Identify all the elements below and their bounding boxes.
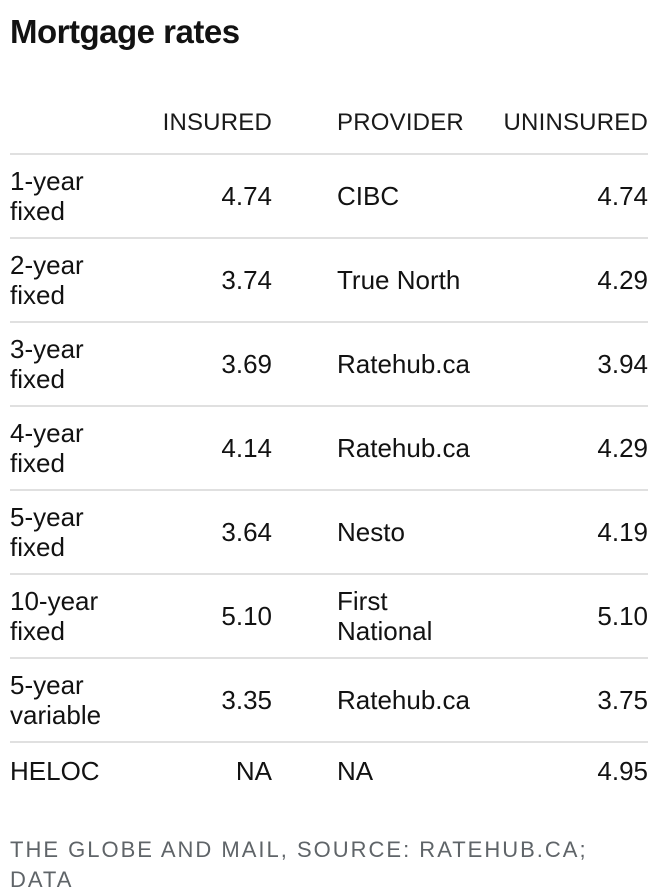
insured-value: 3.35: [221, 685, 272, 715]
uninsured-value: 4.29: [597, 433, 648, 463]
table-row: 3-year fixed 3.69 Ratehub.ca 3.94: [10, 323, 648, 407]
row-label: HELOC: [10, 756, 100, 786]
uninsured-value: 5.10: [597, 601, 648, 631]
insured-value: 3.74: [221, 265, 272, 295]
table-header-row: INSURED PROVIDER UNINSURED: [10, 52, 648, 155]
table-row: 5-year fixed 3.64 Nesto 4.19: [10, 491, 648, 575]
provider-value: First National: [337, 586, 433, 646]
uninsured-value: 3.94: [597, 349, 648, 379]
insured-value: 3.64: [221, 517, 272, 547]
row-label: 4-year fixed: [10, 418, 84, 478]
row-label: 1-year fixed: [10, 166, 84, 226]
provider-value: Nesto: [337, 517, 405, 547]
uninsured-value: 4.29: [597, 265, 648, 295]
row-label: 2-year fixed: [10, 250, 84, 310]
row-label: 5-year variable: [10, 670, 102, 730]
provider-value: CIBC: [337, 181, 400, 211]
provider-value: Ratehub.ca: [337, 685, 470, 715]
table-row: 4-year fixed 4.14 Ratehub.ca 4.29: [10, 407, 648, 491]
insured-value: 5.10: [221, 601, 272, 631]
uninsured-value: 3.75: [597, 685, 648, 715]
column-header-uninsured: UNINSURED: [503, 109, 648, 136]
page-title: Mortgage rates: [10, 13, 240, 50]
source-credit: THE GLOBE AND MAIL, SOURCE: RATEHUB.CA; …: [10, 835, 648, 892]
row-label: 5-year fixed: [10, 502, 84, 562]
insured-value: 3.69: [221, 349, 272, 379]
uninsured-value: 4.95: [597, 756, 648, 786]
source-credit-line1: THE GLOBE AND MAIL, SOURCE: RATEHUB.CA; …: [10, 837, 588, 892]
provider-value: Ratehub.ca: [337, 433, 470, 463]
uninsured-value: 4.19: [597, 517, 648, 547]
column-header-insured: INSURED: [162, 109, 272, 136]
table-row: 10-year fixed 5.10 First National 5.10: [10, 575, 648, 659]
uninsured-value: 4.74: [597, 181, 648, 211]
row-label: 3-year fixed: [10, 334, 84, 394]
provider-value: Ratehub.ca: [337, 349, 470, 379]
table-row: HELOC NA NA 4.95: [10, 743, 648, 799]
table-row: 2-year fixed 3.74 True North 4.29: [10, 239, 648, 323]
column-header-provider: PROVIDER: [337, 109, 464, 136]
provider-value: NA: [337, 756, 374, 786]
table-row: 5-year variable 3.35 Ratehub.ca 3.75: [10, 659, 648, 743]
provider-value: True North: [337, 265, 461, 295]
insured-value: 4.14: [221, 433, 272, 463]
row-label: 10-year fixed: [10, 586, 99, 646]
insured-value: NA: [235, 756, 272, 786]
insured-value: 4.74: [221, 181, 272, 211]
table-row: 1-year fixed 4.74 CIBC 4.74: [10, 155, 648, 239]
